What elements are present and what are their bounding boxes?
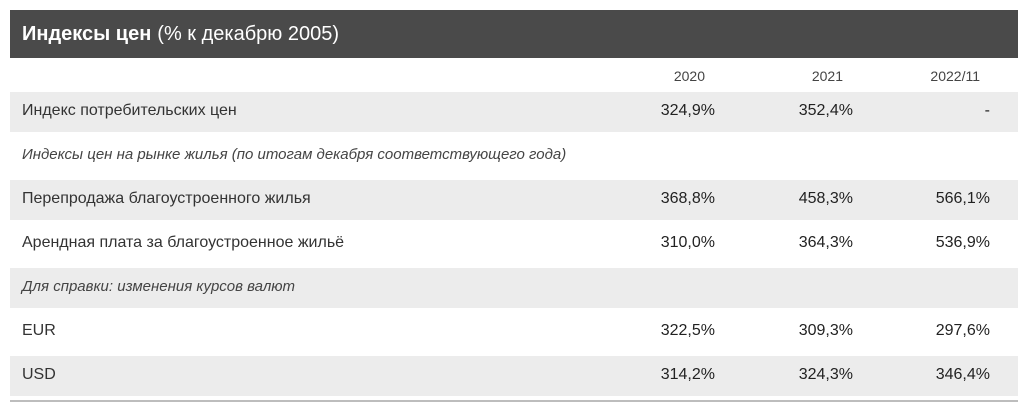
row-label: Индекс потребительских цен [22,102,237,119]
table-row: Индекс потребительских цен 324,9% 352,4%… [10,92,1018,132]
cell-value: 322,5% [660,322,715,339]
table-row: Перепродажа благоустроенного жилья 368,8… [10,180,1018,220]
table-title: Индексы цен [22,22,152,45]
row-label: EUR [22,322,56,339]
cell-value: 536,9% [935,234,990,251]
table-subtitle: (% к декабрю 2005) [157,22,339,45]
cell-value: 309,3% [798,322,853,339]
column-header-2020: 2020 [673,68,705,84]
cell-value: - [984,102,990,119]
cell-value: 310,0% [660,234,715,251]
bottom-divider [10,400,1018,402]
column-headers: 2020 2021 2022/11 [10,58,1018,92]
table-row: USD 314,2% 324,3% 346,4% [10,356,1018,396]
section-label: Для справки: изменения курсов валют [22,278,296,295]
cell-value: 458,3% [798,190,853,207]
section-label: Индексы цен на рынке жилья (по итогам де… [22,146,567,163]
column-header-2021: 2021 [811,68,843,84]
section-heading-row: Для справки: изменения курсов валют [10,268,1018,308]
table-row: Арендная плата за благоустроенное жильё … [10,224,1018,264]
cell-value: 324,3% [798,366,853,383]
cell-value: 314,2% [660,366,715,383]
table-header: Индексы цен (% к декабрю 2005) [10,10,1018,58]
row-label: Арендная плата за благоустроенное жильё [22,234,345,251]
cell-value: 346,4% [935,366,990,383]
cell-value: 297,6% [935,322,990,339]
row-label: USD [22,366,56,383]
cell-value: 324,9% [660,102,715,119]
table-row: EUR 322,5% 309,3% 297,6% [10,312,1018,352]
cell-value: 352,4% [798,102,853,119]
cell-value: 566,1% [935,190,990,207]
row-label: Перепродажа благоустроенного жилья [22,190,311,207]
section-heading-row: Индексы цен на рынке жилья (по итогам де… [10,136,1018,176]
cell-value: 368,8% [660,190,715,207]
column-header-2022-11: 2022/11 [930,68,980,84]
cell-value: 364,3% [798,234,853,251]
